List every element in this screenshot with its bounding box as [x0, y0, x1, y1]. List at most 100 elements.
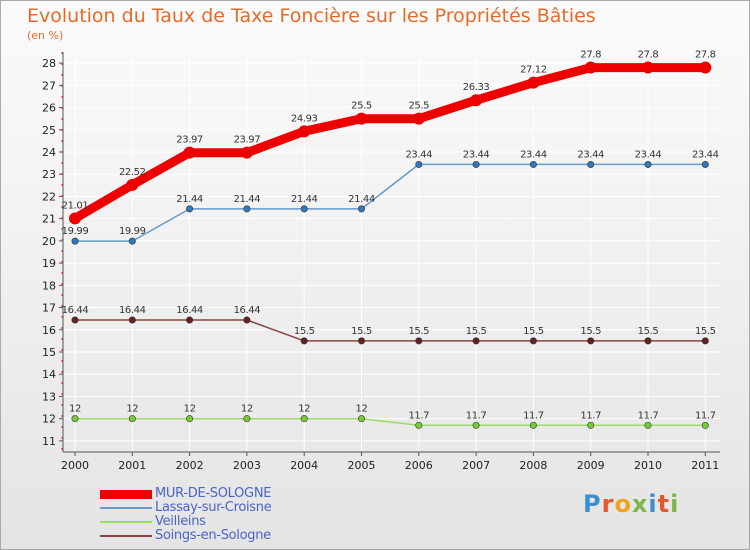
data-point: [587, 160, 595, 168]
data-point: [472, 160, 480, 168]
y-tick-label: 25: [42, 124, 56, 137]
proxiti-logo: Proxiti: [583, 490, 679, 518]
data-point: [298, 125, 311, 138]
data-label: 27.8: [695, 50, 716, 61]
y-tick-label: 17: [42, 302, 56, 315]
logo-letter: i: [648, 490, 658, 518]
data-label: 12: [241, 404, 253, 415]
data-label: 23.44: [405, 149, 432, 160]
data-point: [701, 160, 709, 168]
x-tick-label: 2007: [462, 459, 490, 472]
data-point: [355, 112, 368, 125]
y-tick-label: 20: [42, 235, 56, 248]
data-point: [415, 337, 423, 345]
logo-letter: i: [670, 490, 680, 518]
data-point: [128, 316, 136, 324]
data-label: 21.44: [291, 194, 318, 205]
y-tick-label: 28: [42, 57, 56, 70]
x-tick-label: 2011: [691, 459, 719, 472]
data-point: [186, 415, 194, 423]
data-label: 23.97: [234, 135, 261, 146]
data-label: 11.7: [695, 410, 716, 421]
series-line-3: [74, 319, 707, 342]
data-label: 24.93: [291, 113, 318, 124]
data-point: [128, 415, 136, 423]
data-point: [415, 421, 423, 429]
x-tick-label: 2001: [118, 459, 146, 472]
data-label: 23.97: [176, 135, 203, 146]
data-label: 23.44: [463, 149, 490, 160]
data-label: 21.44: [234, 194, 261, 205]
legend-label: Veilleins: [155, 514, 206, 529]
data-label: 23.44: [692, 149, 719, 160]
plot-area: [63, 52, 720, 452]
data-point: [472, 421, 480, 429]
logo-letter: r: [601, 490, 615, 518]
data-label: 15.5: [408, 326, 429, 337]
data-label: 26.33: [463, 82, 490, 93]
data-label: 27.8: [638, 50, 659, 61]
x-tick-label: 2000: [61, 459, 89, 472]
data-label: 16.44: [176, 305, 203, 316]
x-tick-label: 2008: [519, 459, 547, 472]
y-tick-label: 23: [42, 168, 56, 181]
data-point: [644, 337, 652, 345]
logo-letter: o: [614, 490, 632, 518]
data-point: [699, 61, 712, 74]
data-label: 15.5: [638, 326, 659, 337]
data-label: 11.7: [466, 410, 487, 421]
data-point: [71, 415, 79, 423]
data-point: [300, 337, 308, 345]
y-unit-label: (en %): [27, 29, 64, 42]
legend-label: MUR-DE-SOLOGNE: [155, 486, 272, 501]
data-label: 22.52: [119, 167, 146, 178]
data-point: [186, 316, 194, 324]
data-label: 12: [69, 404, 81, 415]
y-tick-label: 16: [42, 324, 56, 337]
y-tick-label: 24: [42, 146, 56, 159]
legend-label: Soings-en-Sologne: [155, 528, 271, 543]
data-label: 23.44: [635, 149, 662, 160]
data-label: 11.7: [638, 410, 659, 421]
series-line-0: [70, 63, 710, 223]
data-point: [642, 61, 654, 74]
data-point: [300, 415, 308, 423]
y-tick-label: 19: [42, 257, 56, 270]
data-point: [412, 112, 425, 125]
data-label: 11.7: [580, 410, 601, 421]
data-point: [527, 76, 540, 89]
data-point: [69, 212, 81, 225]
legend-swatch: [100, 521, 152, 523]
x-tick-label: 2010: [634, 459, 662, 472]
data-label: 19.99: [62, 226, 89, 237]
data-label: 11.7: [408, 410, 429, 421]
data-point: [415, 160, 423, 168]
data-point: [126, 178, 139, 191]
data-point: [587, 421, 595, 429]
data-point: [644, 421, 652, 429]
data-label: 23.44: [520, 149, 547, 160]
logo-letter: x: [631, 490, 649, 518]
data-point: [71, 316, 79, 324]
data-label: 27.12: [520, 65, 547, 76]
y-tick-label: 22: [42, 190, 56, 203]
data-point: [243, 316, 251, 324]
y-tick-label: 14: [42, 368, 56, 381]
chart-title: Evolution du Taux de Taxe Foncière sur l…: [27, 5, 596, 27]
data-label: 21.44: [348, 194, 375, 205]
data-point: [529, 337, 537, 345]
data-point: [71, 237, 79, 245]
data-label: 11.7: [523, 410, 544, 421]
series-line-2: [74, 417, 707, 427]
data-point: [529, 160, 537, 168]
data-point: [587, 337, 595, 345]
data-point: [183, 146, 196, 159]
data-point: [357, 337, 365, 345]
data-point: [243, 415, 251, 423]
data-point: [243, 205, 251, 213]
data-point: [644, 160, 652, 168]
data-label: 25.5: [351, 101, 372, 112]
y-tick-label: 15: [42, 346, 56, 359]
data-point: [529, 421, 537, 429]
